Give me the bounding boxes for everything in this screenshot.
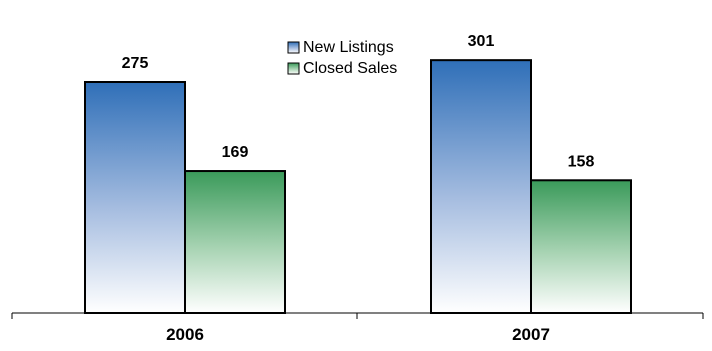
bar-closed-sales-2007 xyxy=(530,179,632,314)
legend-swatch-new-listings xyxy=(287,41,300,54)
x-ticks-layer xyxy=(11,313,704,319)
bar-closed-sales-2006 xyxy=(184,170,286,314)
bar-new-listings-2007 xyxy=(430,59,532,314)
legend-swatch-closed-sales xyxy=(287,62,300,75)
x-tick-label-2006: 2006 xyxy=(166,325,204,344)
legend-label-new-listings: New Listings xyxy=(303,39,394,56)
x-labels-layer: 2006 2007 xyxy=(166,325,550,344)
x-tick-label-2007: 2007 xyxy=(512,325,550,344)
data-label-new-listings-2007: 301 xyxy=(468,33,495,50)
bars-layer xyxy=(84,59,632,314)
legend-item-closed-sales: Closed Sales xyxy=(287,60,397,77)
legend: New Listings Closed Sales xyxy=(287,39,397,77)
legend-item-new-listings: New Listings xyxy=(287,39,394,56)
legend-label-closed-sales: Closed Sales xyxy=(303,60,397,77)
x-axis: 2006 2007 xyxy=(11,312,704,344)
data-label-closed-sales-2007: 158 xyxy=(568,153,595,170)
data-label-closed-sales-2006: 169 xyxy=(222,144,249,161)
value-labels-layer: 275 169 301 158 xyxy=(122,33,595,170)
bar-new-listings-2006 xyxy=(84,81,186,314)
data-label-new-listings-2006: 275 xyxy=(122,55,149,72)
